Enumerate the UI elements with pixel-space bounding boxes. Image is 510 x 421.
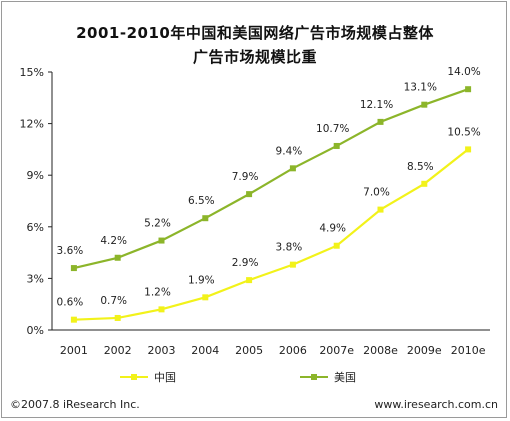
data-label: 3.6% [57, 245, 84, 257]
data-label: 1.9% [188, 274, 215, 286]
data-label: 0.6% [57, 297, 84, 309]
data-point [70, 316, 77, 323]
data-point [465, 146, 472, 153]
x-tick-label: 2005 [235, 344, 263, 357]
y-tick-label: 15% [20, 66, 44, 79]
data-point [465, 86, 472, 93]
copyright-text: ©2007.8 iResearch Inc. [10, 398, 140, 411]
x-tick-label: 2010e [451, 344, 486, 357]
data-point [289, 165, 296, 172]
data-label: 10.5% [447, 126, 480, 138]
data-point [202, 215, 209, 222]
x-tick-label: 2008e [363, 344, 398, 357]
data-point [246, 191, 253, 198]
x-tick-label: 2002 [104, 344, 132, 357]
data-label: 12.1% [360, 99, 393, 111]
data-point [333, 242, 340, 249]
data-point [333, 142, 340, 149]
x-tick-label: 2004 [191, 344, 219, 357]
data-point [377, 206, 384, 213]
series-line-usa [73, 88, 469, 270]
x-tick-label: 2001 [60, 344, 88, 357]
data-point [421, 101, 428, 108]
legend-label-usa: 美国 [334, 371, 356, 384]
data-label: 6.5% [188, 195, 215, 207]
data-label: 5.2% [144, 218, 171, 230]
data-point [114, 314, 121, 321]
chart-title-line1: 2001-2010年中国和美国网络广告市场规模占整体 [76, 24, 434, 42]
y-tick-label: 6% [27, 221, 44, 234]
legend-item-usa: 美国 [300, 369, 356, 385]
x-tick-label: 2009e [407, 344, 442, 357]
data-point [202, 294, 209, 301]
y-tick-label: 12% [20, 118, 44, 131]
data-point [289, 261, 296, 268]
legend-swatch-china [120, 372, 148, 382]
data-point [70, 265, 77, 272]
website-text: www.iresearch.com.cn [374, 398, 498, 411]
legend-item-china: 中国 [120, 369, 176, 385]
data-point [377, 118, 384, 125]
x-tick-label: 2006 [279, 344, 307, 357]
legend-label-china: 中国 [154, 371, 176, 384]
data-point [158, 237, 165, 244]
y-tick-label: 3% [27, 272, 44, 285]
data-label: 0.7% [100, 295, 127, 307]
data-point [114, 254, 121, 261]
data-point [246, 277, 253, 284]
data-label: 4.2% [100, 235, 127, 247]
data-point [158, 306, 165, 313]
data-label: 9.4% [276, 145, 303, 157]
data-label: 13.1% [404, 82, 437, 94]
data-point [421, 180, 428, 187]
data-label: 14.0% [447, 66, 480, 78]
data-label: 4.9% [319, 223, 346, 235]
series-line-china [73, 148, 469, 321]
chart-title-line2: 广告市场规模比重 [192, 48, 317, 66]
data-label: 10.7% [316, 123, 349, 135]
data-label: 7.0% [363, 187, 390, 199]
y-tick-label: 9% [27, 169, 44, 182]
data-label: 1.2% [144, 286, 171, 298]
legend-swatch-usa [300, 372, 328, 382]
data-label: 7.9% [232, 171, 259, 183]
x-tick-label: 2007e [319, 344, 354, 357]
y-tick-label: 0% [27, 324, 44, 337]
data-label: 2.9% [232, 257, 259, 269]
data-label: 8.5% [407, 161, 434, 173]
x-tick-label: 2003 [148, 344, 176, 357]
data-label: 3.8% [276, 242, 303, 254]
